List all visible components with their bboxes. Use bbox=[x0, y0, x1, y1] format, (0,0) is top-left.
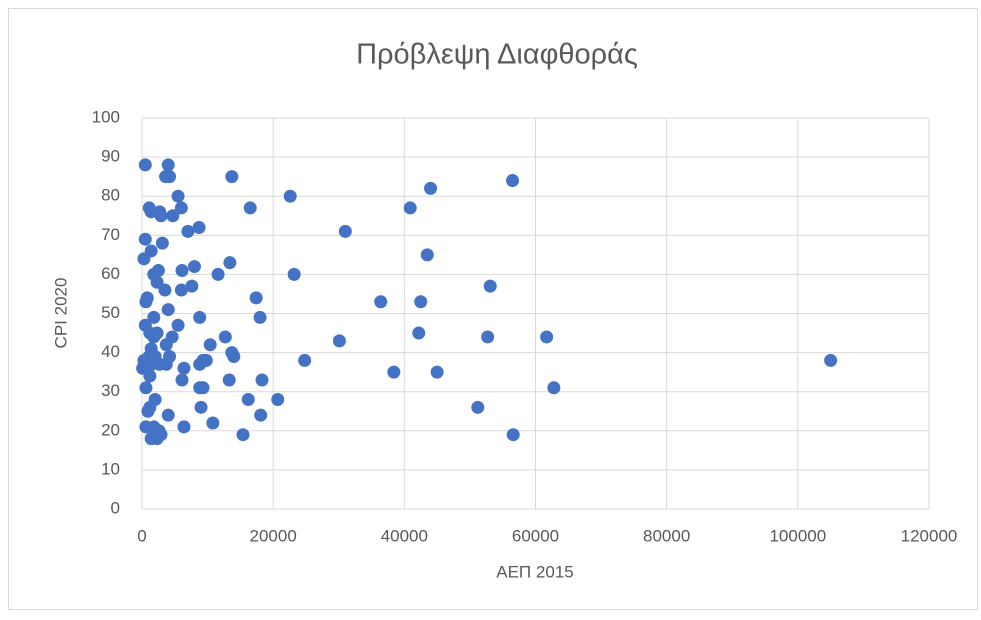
y-axis-label: CPI 2020 bbox=[51, 278, 70, 349]
point bbox=[171, 189, 185, 203]
point bbox=[412, 326, 426, 340]
point bbox=[161, 158, 175, 172]
point bbox=[196, 381, 210, 395]
point bbox=[298, 353, 312, 367]
point bbox=[283, 189, 297, 203]
y-tick-label: 30 bbox=[101, 381, 120, 400]
point bbox=[174, 201, 188, 215]
point bbox=[192, 220, 206, 234]
point bbox=[159, 357, 173, 371]
point bbox=[506, 428, 520, 442]
point bbox=[187, 260, 201, 274]
point bbox=[211, 267, 225, 281]
point bbox=[547, 381, 561, 395]
point bbox=[141, 404, 155, 418]
point bbox=[414, 295, 428, 309]
point bbox=[147, 310, 161, 324]
point bbox=[241, 393, 255, 407]
point bbox=[338, 224, 352, 238]
point bbox=[374, 295, 388, 309]
point bbox=[143, 369, 157, 383]
point bbox=[387, 365, 401, 379]
point bbox=[424, 181, 438, 195]
x-tick-label: 80000 bbox=[643, 526, 690, 545]
point bbox=[138, 158, 152, 172]
y-tick-label: 80 bbox=[101, 186, 120, 205]
y-tick-label: 10 bbox=[101, 459, 120, 478]
point bbox=[158, 283, 172, 297]
point bbox=[225, 170, 239, 184]
point bbox=[223, 256, 237, 270]
point bbox=[332, 334, 346, 348]
y-tick-label: 60 bbox=[101, 264, 120, 283]
point bbox=[249, 291, 263, 305]
point bbox=[403, 201, 417, 215]
x-tick-label: 60000 bbox=[512, 526, 559, 545]
y-tick-label: 100 bbox=[92, 107, 120, 126]
x-axis-label: ΑΕΠ 2015 bbox=[496, 562, 574, 581]
point bbox=[824, 353, 838, 367]
point bbox=[139, 295, 153, 309]
x-tick-label: 20000 bbox=[250, 526, 297, 545]
point bbox=[161, 408, 175, 422]
point bbox=[471, 400, 485, 414]
point bbox=[181, 224, 195, 238]
point bbox=[177, 420, 191, 434]
point bbox=[206, 416, 220, 430]
y-tick-label: 70 bbox=[101, 225, 120, 244]
point bbox=[255, 373, 269, 387]
point bbox=[138, 232, 152, 246]
point bbox=[185, 279, 199, 293]
point bbox=[271, 393, 285, 407]
point bbox=[222, 373, 236, 387]
point bbox=[540, 330, 554, 344]
point bbox=[174, 283, 188, 297]
point bbox=[139, 381, 153, 395]
point bbox=[161, 303, 175, 317]
point bbox=[254, 408, 268, 422]
point bbox=[218, 330, 232, 344]
point bbox=[171, 318, 185, 332]
point bbox=[203, 338, 217, 352]
point bbox=[163, 170, 177, 184]
point bbox=[154, 209, 168, 223]
point bbox=[137, 252, 151, 266]
point bbox=[177, 361, 191, 375]
point bbox=[236, 428, 250, 442]
point bbox=[159, 338, 173, 352]
point bbox=[166, 209, 180, 223]
x-tick-label: 100000 bbox=[769, 526, 826, 545]
point bbox=[154, 428, 168, 442]
y-tick-label: 40 bbox=[101, 342, 120, 361]
point bbox=[243, 201, 257, 215]
point bbox=[175, 373, 189, 387]
point bbox=[175, 263, 189, 277]
point bbox=[194, 400, 208, 414]
chart-title: Πρόβλεψη Διαφθοράς bbox=[356, 39, 638, 71]
point bbox=[155, 236, 169, 250]
point bbox=[193, 310, 207, 324]
point bbox=[420, 248, 434, 262]
point bbox=[227, 350, 241, 364]
point bbox=[506, 174, 520, 188]
y-tick-label: 50 bbox=[101, 303, 120, 322]
y-tick-label: 90 bbox=[101, 147, 120, 166]
y-tick-label: 0 bbox=[111, 498, 120, 517]
x-tick-label: 0 bbox=[137, 526, 146, 545]
point bbox=[481, 330, 495, 344]
chart-border bbox=[8, 8, 978, 610]
point bbox=[253, 310, 267, 324]
point bbox=[287, 267, 301, 281]
point bbox=[483, 279, 497, 293]
point bbox=[147, 330, 161, 344]
point bbox=[193, 357, 207, 371]
x-tick-label: 120000 bbox=[901, 526, 958, 545]
point bbox=[430, 365, 444, 379]
y-tick-label: 20 bbox=[101, 420, 120, 439]
x-tick-label: 40000 bbox=[381, 526, 428, 545]
